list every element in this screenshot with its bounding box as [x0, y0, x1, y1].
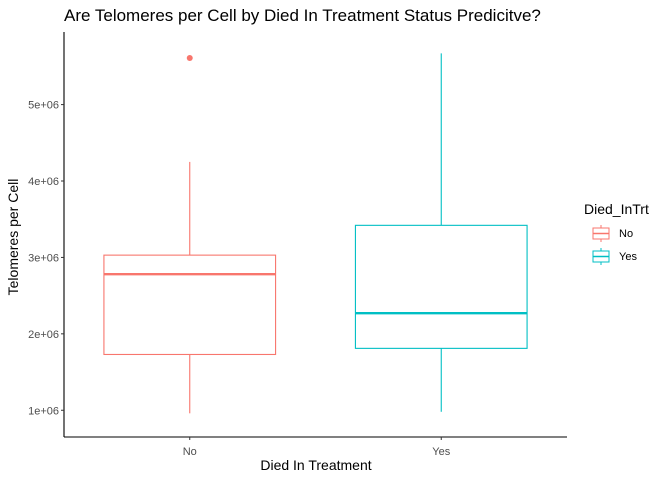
iqr-box — [103, 254, 277, 356]
box-yes — [354, 53, 528, 412]
iqr-box — [354, 224, 528, 349]
legend-key-yes — [592, 248, 610, 265]
plot-area — [103, 53, 528, 414]
y-tick-label: 2e+06 — [28, 329, 59, 341]
x-tick-label: No — [183, 446, 197, 458]
x-tick-label: Yes — [432, 446, 450, 458]
legend-label: Yes — [619, 251, 637, 263]
y-axis-ticks: 1e+06 2e+06 3e+06 4e+06 5e+06 — [28, 100, 64, 417]
y-axis-title: Telomeres per Cell — [5, 179, 21, 296]
legend-title: Died_InTrt — [584, 201, 649, 217]
y-tick-label: 5e+06 — [28, 100, 59, 112]
y-tick-label: 3e+06 — [28, 252, 59, 264]
legend-key-no — [592, 225, 610, 242]
y-tick-label: 1e+06 — [28, 405, 59, 417]
y-tick-label: 4e+06 — [28, 176, 59, 188]
x-axis-ticks: No Yes — [183, 437, 451, 458]
outlier-point — [186, 54, 193, 61]
legend: Died_InTrt No Yes — [584, 201, 649, 265]
x-axis-title: Died In Treatment — [260, 457, 371, 473]
chart-title: Are Telomeres per Cell by Died In Treatm… — [64, 6, 541, 25]
legend-label: No — [619, 228, 633, 240]
box-no — [103, 54, 277, 414]
